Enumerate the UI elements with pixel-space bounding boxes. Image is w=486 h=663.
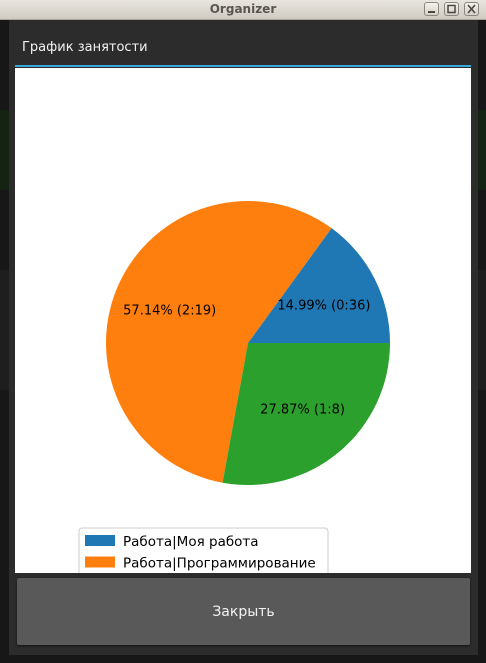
maximize-icon <box>447 4 456 14</box>
maximize-button[interactable] <box>444 2 459 16</box>
title-divider <box>15 65 471 67</box>
slice-data-label: 27.87% (1:8) <box>260 402 345 417</box>
pie-chart-area: 14.99% (0:36) 57.14% (2:19) 27.87% (1:8) Р… <box>15 68 471 573</box>
window-titlebar[interactable]: Organizer <box>0 0 486 20</box>
minimize-button[interactable] <box>424 2 439 16</box>
legend-swatch <box>85 556 115 568</box>
background-panel <box>478 270 486 390</box>
pie-slice <box>248 228 390 343</box>
legend-swatch <box>85 535 115 546</box>
background-panel <box>0 270 9 390</box>
legend-label: Работа|Моя работа <box>123 534 259 550</box>
slice-data-label: 14.99% (0:36) <box>277 298 370 313</box>
close-window-button[interactable] <box>464 2 479 16</box>
chart-legend: Работа|Моя работа Работа|Программирование… <box>78 527 329 573</box>
slice-data-label: 57.14% (2:19) <box>123 303 216 318</box>
legend-frame <box>78 527 329 573</box>
dialog-title: График занятости <box>22 40 148 55</box>
background-panel <box>0 110 9 190</box>
pie-chart: 14.99% (0:36) 57.14% (2:19) 27.87% (1:8) Р… <box>78 200 390 573</box>
pie-slice <box>105 200 332 483</box>
close-icon <box>467 4 476 14</box>
background-panel <box>478 110 486 190</box>
minimize-icon <box>428 11 435 13</box>
pie-slice <box>222 343 390 485</box>
close-button[interactable]: Закрыть <box>17 578 470 645</box>
window-title: Organizer <box>209 2 277 16</box>
legend-label: Работа|Программирование <box>123 556 316 572</box>
occupancy-dialog: График занятости 14.99% (0:36) 57.14% (2:… <box>9 20 478 655</box>
